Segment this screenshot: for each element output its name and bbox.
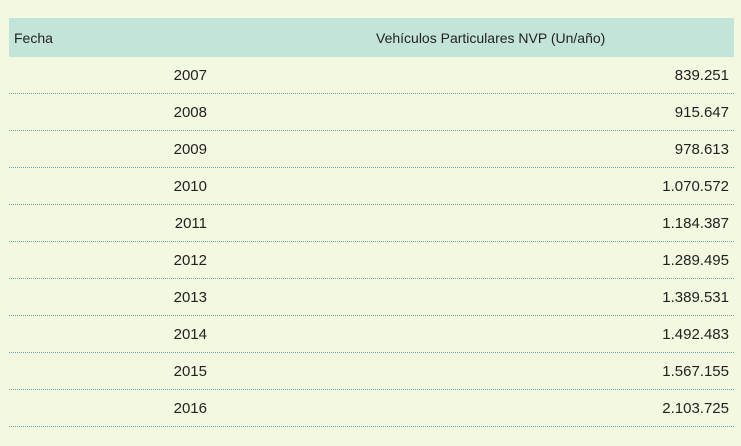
year-cell: 2010: [173, 177, 207, 195]
header-date: Fecha: [14, 29, 53, 46]
year-cell: 2011: [174, 214, 207, 232]
year-cell: 2008: [173, 103, 207, 121]
table-row: 2016 2.103.725: [9, 390, 734, 427]
value-cell: 2.103.725: [662, 399, 729, 417]
year-cell: 2007: [173, 66, 207, 84]
year-cell: 2012: [173, 251, 207, 269]
year-cell: 2014: [173, 325, 207, 343]
year-cell: 2009: [173, 140, 207, 158]
vehicle-table: Fecha Vehículos Particulares NVP (Un/año…: [9, 18, 734, 427]
table-row: 2014 1.492.483: [9, 316, 734, 353]
value-cell: 839.251: [674, 66, 729, 84]
value-cell: 978.613: [674, 140, 729, 158]
table-row: 2012 1.289.495: [9, 242, 734, 279]
value-cell: 1.567.155: [662, 362, 729, 380]
table-header: Fecha Vehículos Particulares NVP (Un/año…: [9, 18, 734, 57]
value-cell: 1.289.495: [662, 251, 729, 269]
value-cell: 1.389.531: [662, 288, 729, 306]
table-row: 2010 1.070.572: [9, 168, 734, 205]
table-row: 2015 1.567.155: [9, 353, 734, 390]
value-cell: 1.184.387: [662, 214, 729, 232]
table-row: 2008 915.647: [9, 94, 734, 131]
value-cell: 1.492.483: [662, 325, 729, 343]
value-cell: 915.647: [674, 103, 729, 121]
table-row: 2011 1.184.387: [9, 205, 734, 242]
header-vehicles: Vehículos Particulares NVP (Un/año): [376, 29, 606, 46]
table-row: 2009 978.613: [9, 131, 734, 168]
year-cell: 2015: [173, 362, 207, 380]
table-row: 2007 839.251: [9, 57, 734, 94]
year-cell: 2016: [173, 399, 207, 417]
table-row: 2013 1.389.531: [9, 279, 734, 316]
value-cell: 1.070.572: [662, 177, 729, 195]
year-cell: 2013: [173, 288, 207, 306]
